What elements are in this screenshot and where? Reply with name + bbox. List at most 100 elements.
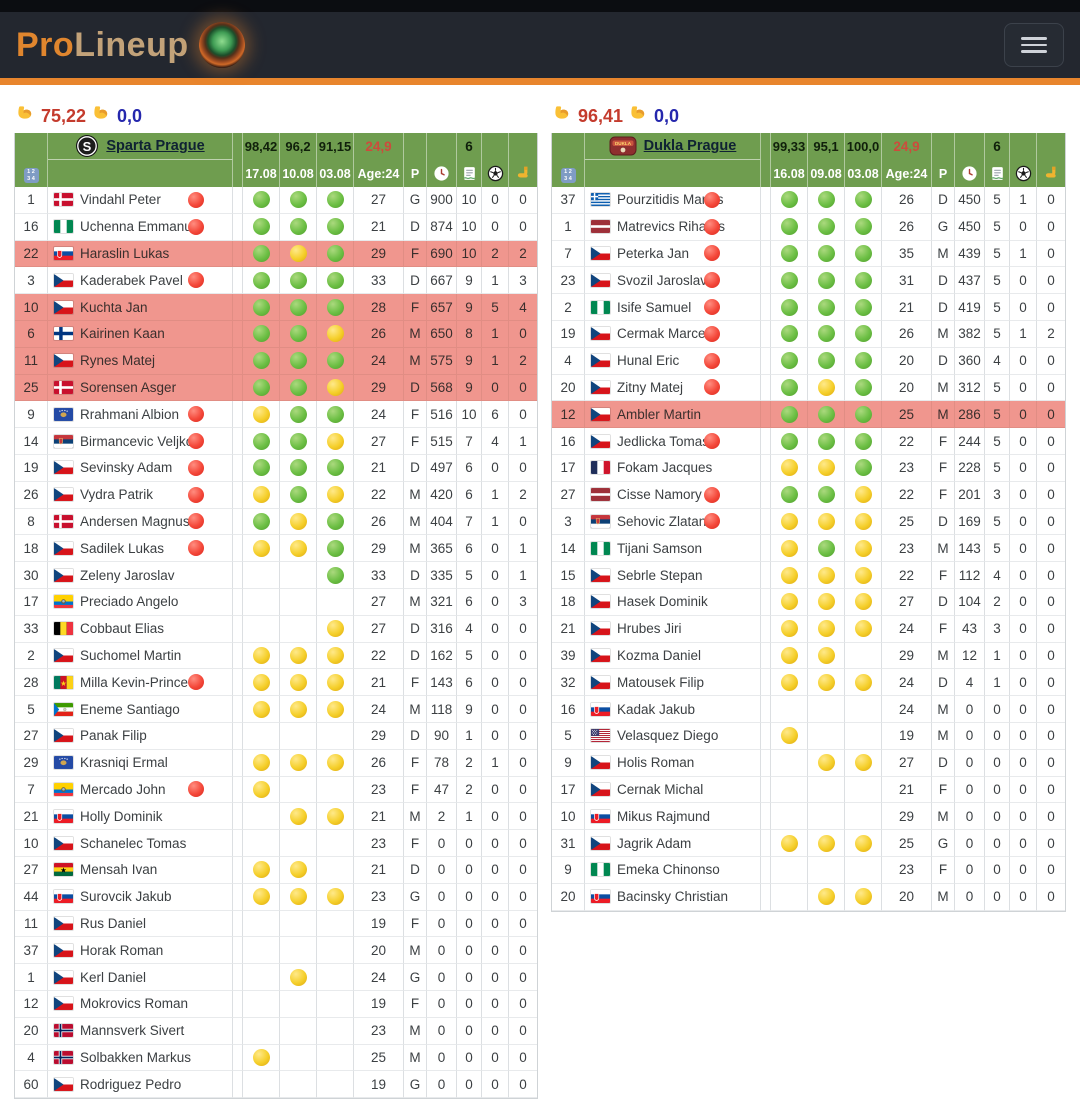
team-name-link[interactable]: Sparta Prague [106,138,205,154]
player-name[interactable]: Hunal Eric [617,353,680,369]
player-name[interactable]: Matrevics Rihards [617,219,726,235]
player-name[interactable]: Vindahl Peter [80,192,161,208]
player-name[interactable]: Zitny Matej [617,379,684,395]
player-name[interactable]: Jagrik Adam [617,835,692,851]
player-name[interactable]: Preciado Angelo [80,594,179,610]
player-name[interactable]: Rynes Matej [80,353,156,369]
player-name[interactable]: Solbakken Markus [80,1049,192,1065]
player-name[interactable]: Svozil Jaroslav [617,272,708,288]
player-name[interactable]: Birmancevic Veljko [80,433,194,449]
player-shirt-number: 17 [552,776,585,804]
form-cell [771,347,808,375]
player-name[interactable]: Kaderabek Pavel [80,272,183,288]
player-name[interactable]: Cermak Marcel [617,326,709,342]
player-name[interactable]: Sebrle Stepan [617,567,703,583]
goals-header-top [1010,133,1037,160]
form-yellow-dot-icon [252,754,270,772]
form-cell [243,615,280,643]
player-name[interactable]: Pourzitidis Marios [617,192,724,208]
player-name[interactable]: Hasek Dominik [617,594,708,610]
player-position: F [404,669,427,697]
player-name[interactable]: Sehovic Zlatan [617,513,707,529]
player-appearances: 10 [457,187,482,214]
minutes-column-header [427,160,457,187]
player-position: M [404,347,427,375]
brand-logo[interactable]: ProLineup [16,22,245,68]
player-appearances: 9 [457,267,482,295]
form-cell [280,1017,317,1045]
player-name[interactable]: Sorensen Asger [80,379,177,395]
player-boots: 0 [509,883,537,911]
form-cell [845,749,882,777]
player-name[interactable]: Surovcik Jakub [80,889,172,905]
team-name-link[interactable]: Dukla Prague [643,138,737,154]
player-name[interactable]: Tijani Samson [617,540,703,556]
player-name[interactable]: Kerl Daniel [80,969,147,985]
status-red-dot-icon [188,781,204,798]
spacer-cell [761,883,771,911]
form-yellow-dot-icon [252,861,270,879]
player-name[interactable]: Holly Dominik [80,808,163,824]
player-name[interactable]: Kuchta Jan [80,299,148,315]
player-name[interactable]: Cisse Namory [617,487,702,503]
player-name[interactable]: Schanelec Tomas [80,835,187,851]
player-minutes: 0 [955,749,985,777]
hamburger-menu-button[interactable] [1004,23,1064,67]
player-name[interactable]: Mokrovics Roman [80,996,189,1012]
player-name[interactable]: Matousek Filip [617,674,705,690]
player-name[interactable]: Suchomel Martin [80,647,182,663]
player-name[interactable]: Peterka Jan [617,245,690,261]
form-cell [317,320,354,348]
player-name[interactable]: Cobbaut Elias [80,621,165,637]
boots-header-top [509,133,537,160]
player-name[interactable]: Mannsverk Sivert [80,1023,185,1039]
player-name[interactable]: Vydra Patrik [80,487,154,503]
player-name[interactable]: Cernak Michal [617,781,704,797]
player-name[interactable]: Rrahmani Albion [80,406,180,422]
player-name[interactable]: Haraslin Lukas [80,245,170,261]
player-name[interactable]: Velasquez Diego [617,728,719,744]
player-name[interactable]: Kairinen Kaan [80,326,165,342]
form-green-dot-icon [817,352,835,370]
player-shirt-number: 18 [15,535,48,563]
player-name[interactable]: Mikus Rajmund [617,808,711,824]
player-name[interactable]: Uchenna Emmanuel [80,219,203,235]
form-cell [280,803,317,831]
player-name[interactable]: Jedlicka Tomas [617,433,710,449]
player-row: 7 Peterka Jan 35 M 439 5 1 0 [552,240,1065,268]
player-goals: 0 [482,535,509,563]
player-row: 28 Milla Kevin-Prince 21 F 143 6 0 0 [15,669,537,697]
player-name[interactable]: Eneme Santiago [80,701,180,717]
player-position: M [932,401,955,429]
player-name[interactable]: Horak Roman [80,942,164,958]
player-name[interactable]: Bacinsky Christian [617,889,729,905]
flag-cz-icon [54,461,73,475]
player-name[interactable]: Mercado John [80,781,166,797]
player-name[interactable]: Andersen Magnus [80,513,190,529]
player-name[interactable]: Kozma Daniel [617,647,702,663]
player-name[interactable]: Ambler Martin [617,406,702,422]
player-name[interactable]: Rodriguez Pedro [80,1076,182,1092]
player-name[interactable]: Kadak Jakub [617,701,696,717]
player-row: 8 Andersen Magnus 26 M 404 7 1 0 [15,508,537,536]
player-name[interactable]: Emeka Chinonso [617,862,720,878]
player-appearances: 5 [985,454,1010,482]
player-name[interactable]: Milla Kevin-Prince [80,674,189,690]
player-name[interactable]: Fokam Jacques [617,460,713,476]
spacer-cell [761,401,771,429]
form-cell [317,347,354,375]
flag-us-icon [591,729,610,743]
player-position: M [404,1017,427,1045]
player-name[interactable]: Holis Roman [617,755,695,771]
player-name[interactable]: Hrubes Jiri [617,621,682,637]
player-name[interactable]: Sevinsky Adam [80,460,173,476]
player-name-cell: Holis Roman [585,749,761,777]
player-name[interactable]: Sadilek Lukas [80,540,165,556]
player-name[interactable]: Zeleny Jaroslav [80,567,175,583]
player-name[interactable]: Krasniqi Ermal [80,755,168,771]
player-name[interactable]: Isife Samuel [617,299,692,315]
player-name[interactable]: Panak Filip [80,728,147,744]
player-name[interactable]: Mensah Ivan [80,862,158,878]
player-age: 27 [354,615,404,643]
player-name[interactable]: Rus Daniel [80,915,147,931]
